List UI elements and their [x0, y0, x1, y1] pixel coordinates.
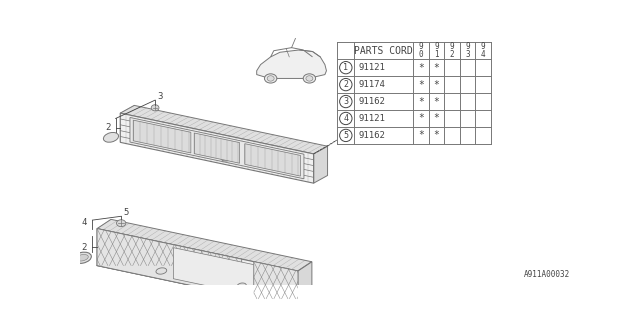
Polygon shape: [120, 105, 328, 154]
Text: 5: 5: [124, 208, 129, 217]
Ellipse shape: [267, 76, 274, 81]
Text: *: *: [418, 80, 424, 90]
Text: *: *: [418, 131, 424, 140]
Text: 9
3: 9 3: [465, 42, 470, 60]
Polygon shape: [253, 262, 298, 308]
Polygon shape: [298, 262, 312, 308]
Text: 3: 3: [157, 92, 163, 101]
Polygon shape: [257, 50, 326, 78]
Polygon shape: [195, 133, 239, 163]
Polygon shape: [120, 113, 314, 183]
Polygon shape: [97, 219, 312, 271]
Text: *: *: [433, 97, 440, 107]
Polygon shape: [130, 117, 304, 179]
Ellipse shape: [306, 76, 313, 81]
Text: 91121: 91121: [358, 114, 385, 123]
Text: 4: 4: [82, 218, 87, 227]
Polygon shape: [244, 144, 300, 176]
Ellipse shape: [151, 105, 159, 111]
Ellipse shape: [221, 154, 232, 161]
Text: 2: 2: [343, 80, 348, 89]
Ellipse shape: [237, 283, 246, 289]
Text: 1: 1: [343, 63, 348, 72]
Text: PARTS CORD: PARTS CORD: [355, 46, 413, 56]
Text: 91174: 91174: [358, 80, 385, 89]
Polygon shape: [314, 146, 328, 183]
Text: 2: 2: [82, 243, 87, 252]
Ellipse shape: [76, 254, 88, 261]
Polygon shape: [97, 228, 298, 308]
Ellipse shape: [264, 74, 277, 83]
Ellipse shape: [156, 268, 166, 274]
Ellipse shape: [303, 74, 316, 83]
Text: 4: 4: [343, 114, 348, 123]
Text: 9
0: 9 0: [419, 42, 423, 60]
Text: *: *: [418, 114, 424, 124]
Text: *: *: [418, 63, 424, 73]
Text: 91121: 91121: [358, 63, 385, 72]
Text: 5: 5: [343, 131, 348, 140]
Text: *: *: [433, 114, 440, 124]
Ellipse shape: [104, 132, 118, 142]
Text: A911A00032: A911A00032: [524, 270, 570, 279]
Text: *: *: [418, 97, 424, 107]
Polygon shape: [173, 248, 253, 296]
Text: *: *: [433, 63, 440, 73]
Polygon shape: [97, 228, 242, 296]
Text: 2: 2: [105, 123, 110, 132]
Text: *: *: [433, 131, 440, 140]
Text: 9
4: 9 4: [481, 42, 485, 60]
Text: 9
1: 9 1: [434, 42, 439, 60]
Text: *: *: [433, 80, 440, 90]
Text: 91162: 91162: [358, 131, 385, 140]
Polygon shape: [134, 120, 191, 153]
Ellipse shape: [116, 220, 126, 227]
Text: 3: 3: [343, 97, 348, 106]
Ellipse shape: [73, 252, 92, 263]
Text: 91162: 91162: [358, 97, 385, 106]
Text: 9
2: 9 2: [450, 42, 454, 60]
